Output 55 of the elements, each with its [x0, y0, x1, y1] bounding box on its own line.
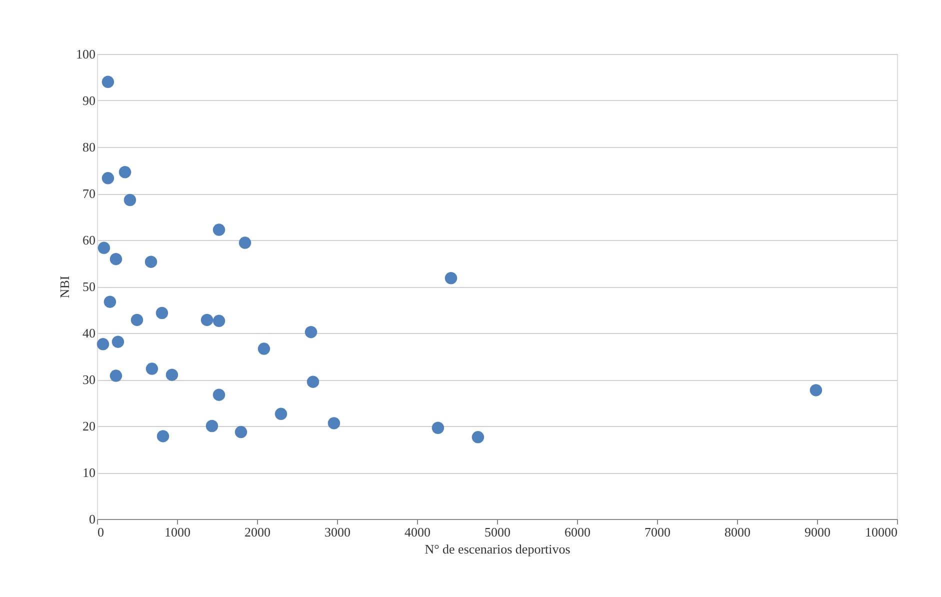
point — [306, 376, 320, 388]
point — [156, 430, 170, 442]
point — [810, 384, 822, 396]
point — [96, 338, 110, 350]
x-tick-label: 9000 — [804, 524, 830, 540]
x-tick-label: 10000 — [865, 524, 898, 540]
point — [104, 296, 116, 308]
point — [118, 166, 132, 178]
point — [112, 336, 124, 348]
point — [102, 172, 114, 184]
y-tick-label: 100 — [76, 46, 96, 62]
y-tick-label: 70 — [82, 186, 96, 201]
point — [200, 314, 214, 326]
point — [130, 314, 144, 326]
y-tick-label: 0 — [89, 512, 96, 526]
x-tick-label: 5000 — [484, 524, 510, 540]
point — [444, 272, 458, 284]
point — [144, 256, 158, 268]
point — [432, 422, 444, 434]
y-tick-label: 40 — [82, 326, 96, 340]
point — [212, 314, 226, 328]
point — [212, 224, 226, 236]
point — [212, 388, 226, 401]
point — [238, 236, 252, 249]
x-tick-label: 6000 — [564, 524, 590, 540]
y-tick-label: 50 — [82, 279, 96, 294]
point — [102, 76, 114, 88]
point — [98, 242, 110, 254]
point — [206, 420, 218, 432]
y-tick-label: 60 — [82, 232, 96, 248]
point — [304, 326, 318, 338]
x-tick-label: 8000 — [724, 524, 750, 540]
x-tick-label: 7000 — [644, 524, 670, 540]
y-tick-label: 30 — [82, 372, 96, 387]
point — [110, 252, 122, 266]
y-tick-label: 10 — [82, 465, 96, 480]
point — [166, 368, 178, 381]
x-tick-label: 1000 — [164, 524, 190, 540]
x-tick-label: 2000 — [244, 524, 270, 540]
y-tick-label: 20 — [82, 418, 96, 434]
point — [274, 408, 288, 420]
x-axis-title: N° de escenarios deportivos — [424, 542, 570, 556]
point — [258, 342, 270, 355]
point — [156, 306, 168, 320]
point — [110, 370, 122, 382]
point — [146, 362, 158, 375]
y-axis-title: NBI — [57, 276, 72, 298]
x-tick-label: 4000 — [404, 524, 430, 540]
y-tick-label: 80 — [82, 140, 96, 154]
y-tick-label: 90 — [82, 93, 96, 108]
point — [234, 426, 248, 438]
x-tick-label: 3000 — [324, 524, 350, 540]
point — [124, 194, 136, 206]
point — [472, 431, 484, 444]
point — [328, 417, 340, 430]
